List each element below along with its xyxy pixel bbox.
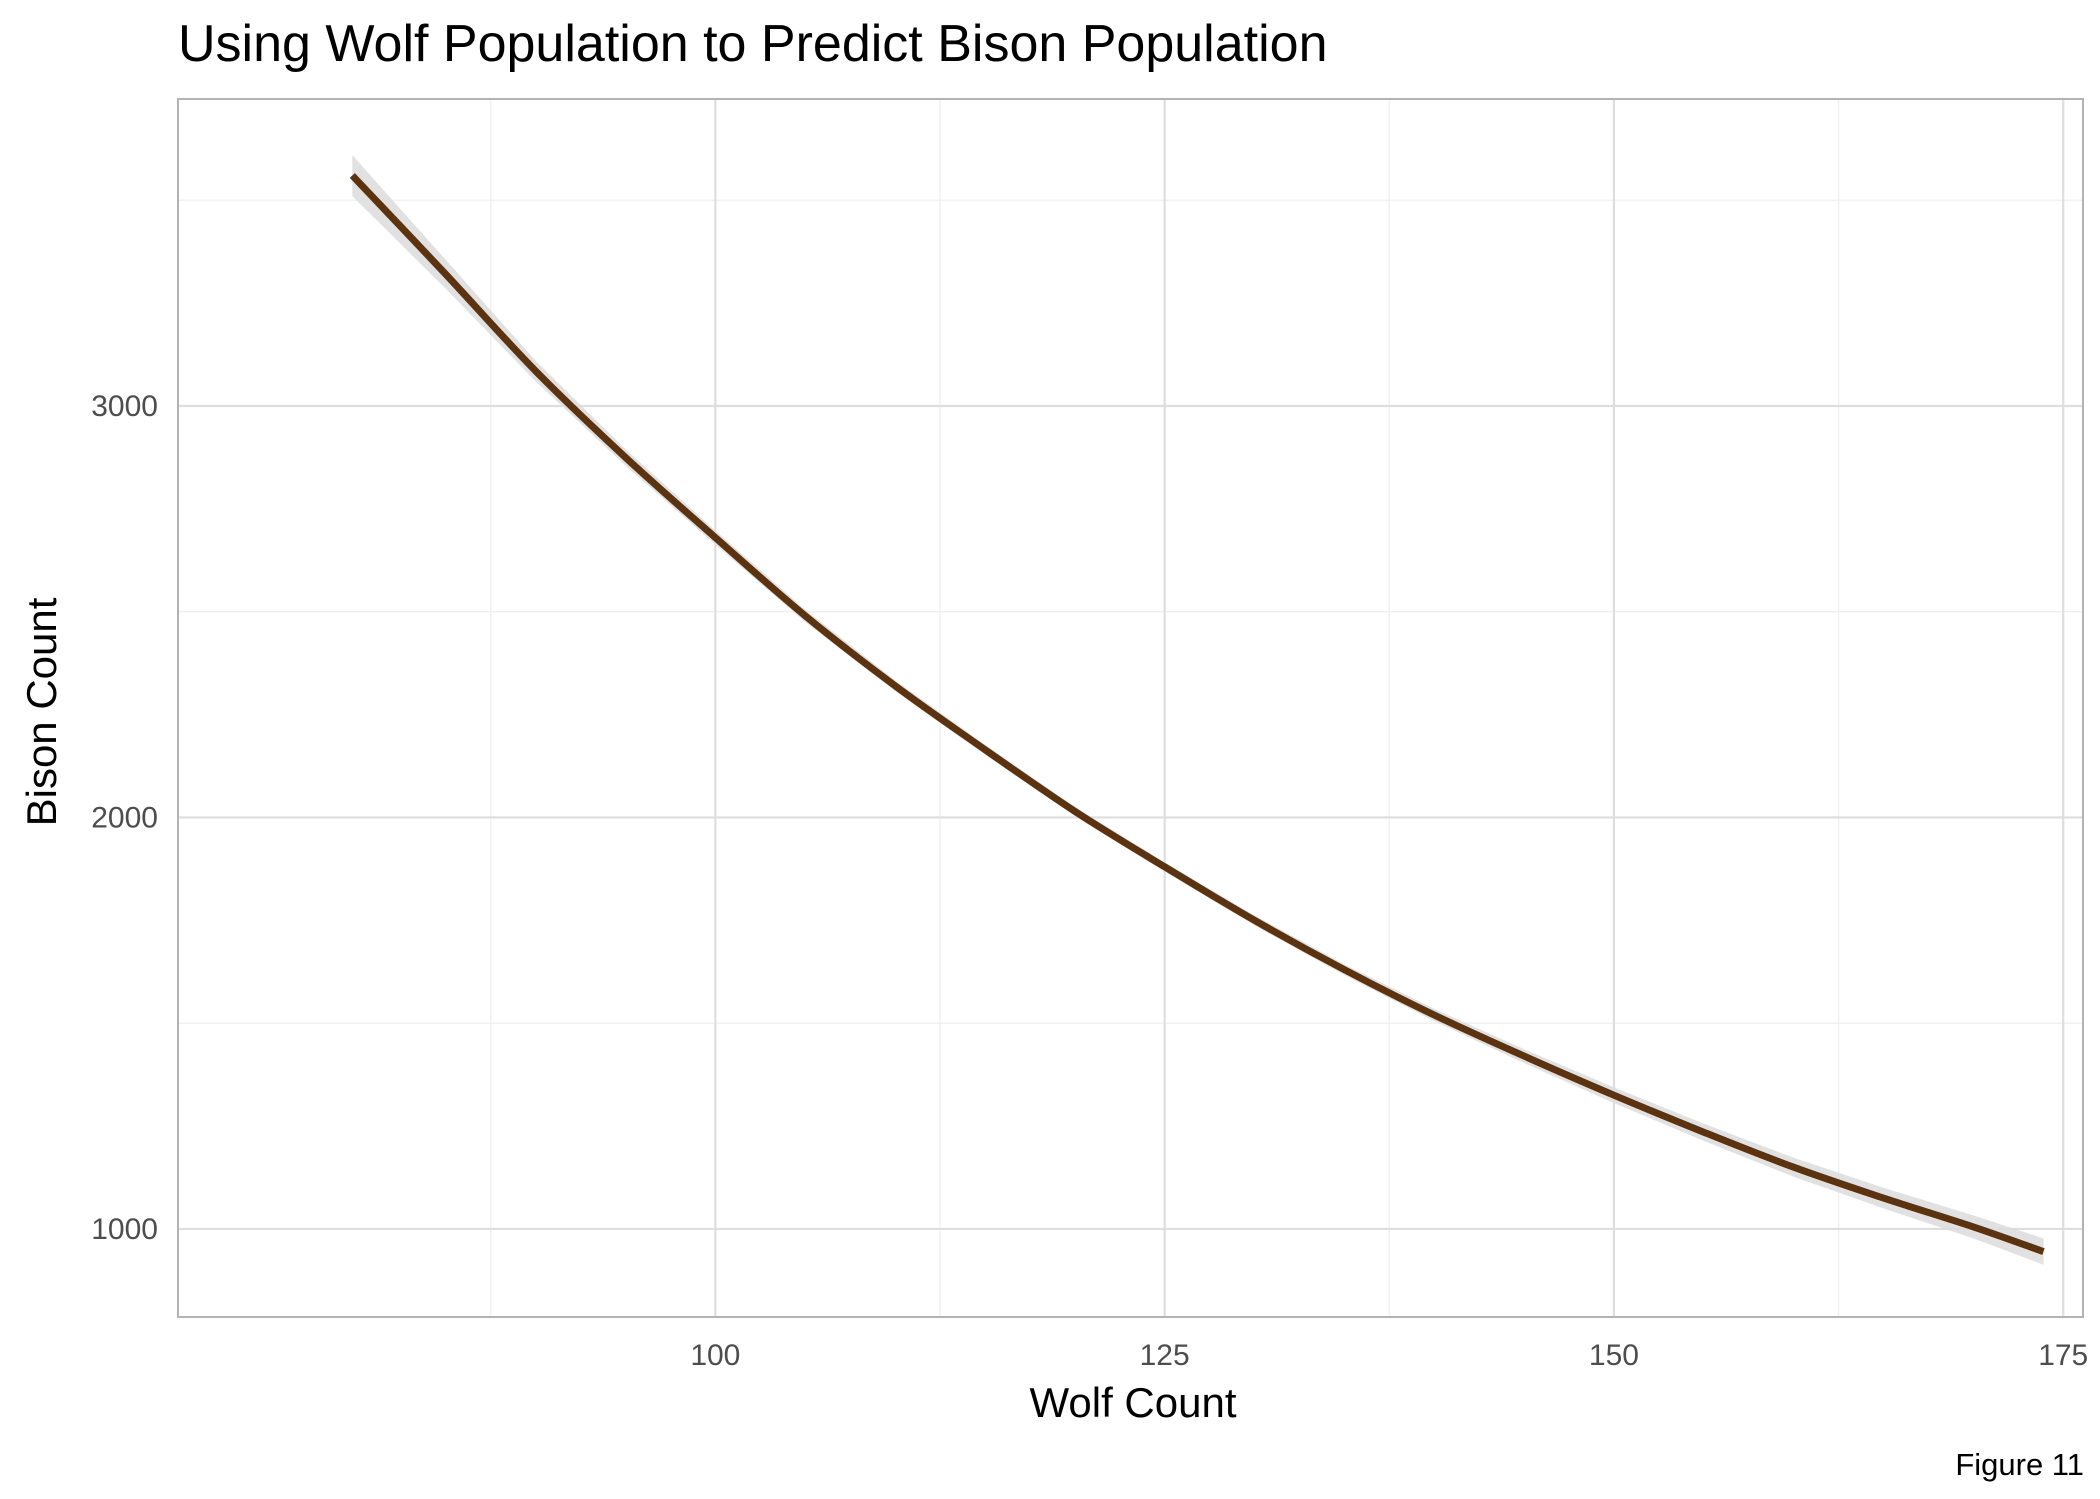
x-tick-label: 125 bbox=[1140, 1339, 1190, 1372]
y-tick-label: 1000 bbox=[91, 1213, 158, 1246]
figure-caption: Figure 11 bbox=[1955, 1447, 2084, 1482]
x-axis-tick-labels: 100 125 150 175 bbox=[690, 1339, 2088, 1372]
panel-border bbox=[177, 98, 2084, 1318]
confidence-band bbox=[352, 155, 2044, 1265]
minor-gridlines bbox=[178, 99, 2083, 1317]
fitted-line bbox=[349, 173, 2045, 1255]
y-axis-title: Bison Count bbox=[18, 597, 65, 826]
chart-title: Using Wolf Population to Predict Bison P… bbox=[178, 15, 1327, 73]
x-axis-title: Wolf Count bbox=[1030, 1379, 1237, 1426]
x-tick-label: 150 bbox=[1589, 1339, 1639, 1372]
major-gridlines bbox=[178, 99, 2083, 1317]
y-tick-label: 2000 bbox=[91, 801, 158, 834]
x-tick-label: 175 bbox=[2038, 1339, 2088, 1372]
y-tick-label: 3000 bbox=[91, 390, 158, 423]
y-axis-tick-labels: 1000 2000 3000 bbox=[91, 390, 158, 1246]
x-tick-label: 100 bbox=[690, 1339, 740, 1372]
